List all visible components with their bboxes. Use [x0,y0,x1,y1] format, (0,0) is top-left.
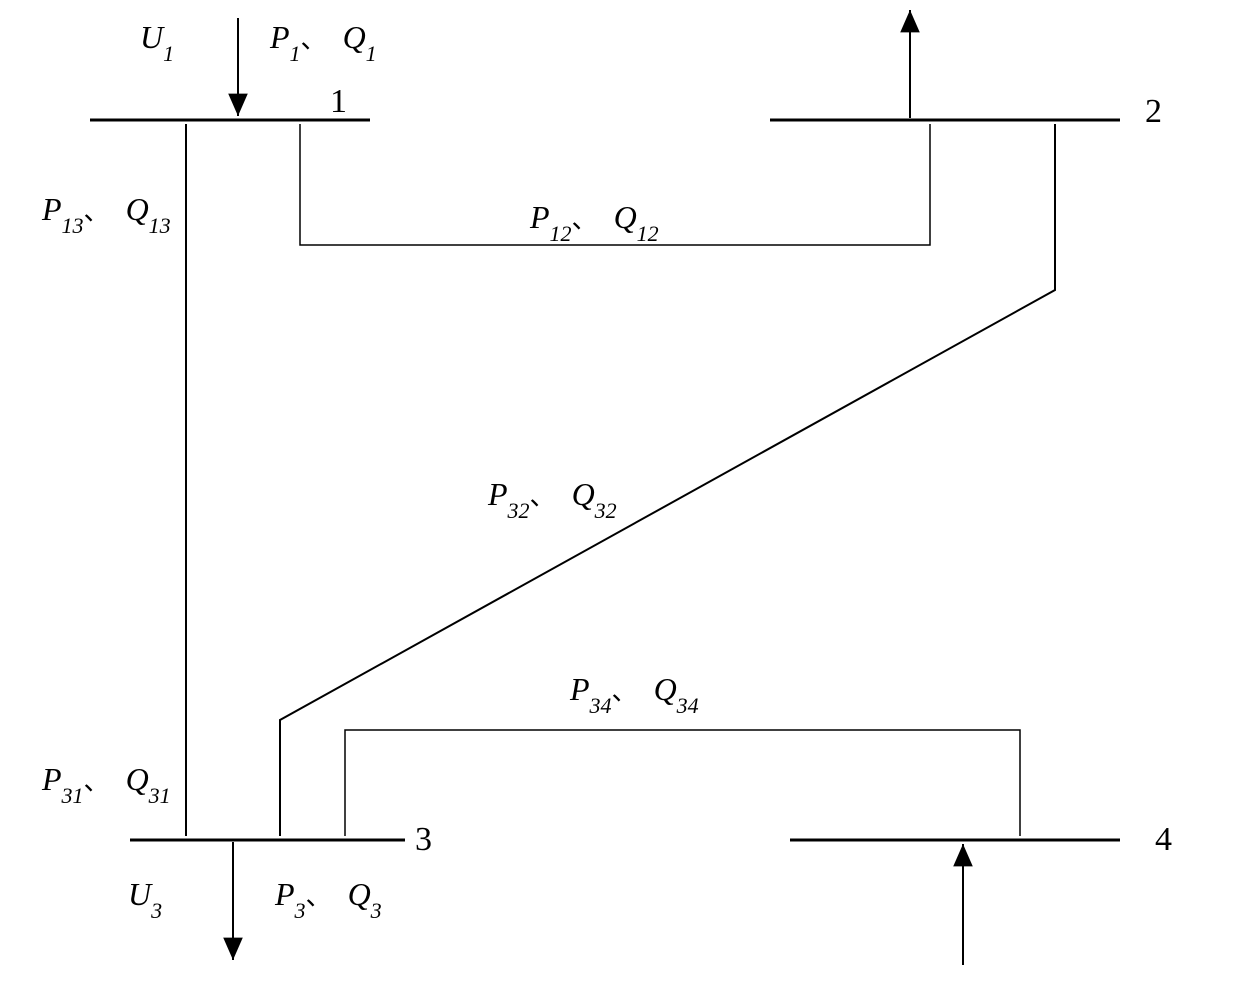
label-part: 32 [594,498,617,523]
label-part: 1 [366,41,377,66]
label-part: P [41,761,62,797]
node-number-n2: 2 [1145,93,1162,130]
node-number-n3: 3 [415,821,432,858]
label-part: P [274,876,295,912]
arrow-into-n1-head [228,94,248,116]
label-U1: U1 [140,19,174,66]
label-P34Q34: P34、 Q34 [569,671,699,718]
label-part: 12 [550,221,572,246]
label-part: 3 [370,898,382,923]
label-part: 、 [301,24,327,54]
arrow-out-n2-head [900,10,920,32]
label-part: 12 [637,221,659,246]
label-part: U [128,876,153,912]
label-part: P [529,199,550,235]
label-part: Q [564,476,595,512]
label-part: 1 [163,41,174,66]
label-U3: U3 [128,876,162,923]
label-part: Q [335,19,366,55]
label-part: P [269,19,290,55]
label-part: Q [606,199,637,235]
label-part: 32 [507,498,530,523]
label-part: 13 [62,213,84,238]
label-part: 31 [148,783,171,808]
label-part: Q [118,191,149,227]
label-part: Q [118,761,149,797]
label-part: 1 [290,41,301,66]
label-part: 3 [294,898,306,923]
label-P13Q13: P13、 Q13 [41,191,171,238]
node-number-n1: 1 [330,83,347,120]
label-P3Q3: P3、 Q3 [274,876,382,923]
label-part: 13 [149,213,171,238]
power-flow-diagram: 1234U1P1、 Q1P13、 Q13P12、 Q12P32、 Q32P34、… [0,0,1240,990]
label-part: U [140,19,165,55]
node-number-n4: 4 [1155,821,1172,858]
label-part: 34 [589,693,612,718]
label-part: 、 [530,481,556,511]
label-part: 34 [676,693,699,718]
label-part: P [41,191,62,227]
label-P31Q31: P31、 Q31 [41,761,171,808]
label-P1Q1: P1、 Q1 [269,19,377,66]
label-part: P [487,476,508,512]
label-part: 、 [612,676,638,706]
label-part: P [569,671,590,707]
label-P32Q32: P32、 Q32 [487,476,617,523]
branch-32 [280,124,1055,836]
arrow-out-n3-head [223,938,243,960]
label-part: 、 [306,881,332,911]
label-part: Q [340,876,371,912]
label-part: 、 [572,204,598,234]
label-part: Q [646,671,677,707]
label-part: 31 [61,783,84,808]
branch-34 [345,730,1020,836]
label-part: 、 [84,766,110,796]
arrow-into-n4-head [953,844,973,866]
label-part: 3 [150,898,162,923]
label-part: 、 [84,196,110,226]
label-P12Q12: P12、 Q12 [529,199,659,246]
